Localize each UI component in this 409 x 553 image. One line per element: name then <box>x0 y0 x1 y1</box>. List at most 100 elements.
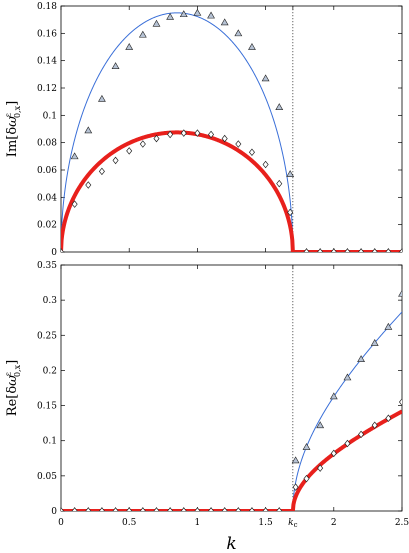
diamond-marker <box>262 507 269 511</box>
triangle-marker <box>98 94 106 102</box>
triangle-marker <box>84 126 93 134</box>
bottom-panel: 0 0.05 0.1 0.15 0.2 0.25 0.3 0.35 0 0.5 1 1.5 kc 2 2.5… <box>4 261 409 553</box>
diamond-marker <box>167 130 174 139</box>
y-axis-title: Re[δωε0,x] <box>4 360 22 416</box>
y-tick-label: 0.06 <box>37 166 57 176</box>
x-tick-label: 1.5 <box>258 518 273 528</box>
triangle-marker <box>370 339 379 346</box>
blue-series-line <box>61 12 402 252</box>
triangle-marker <box>398 289 402 297</box>
diamond-marker <box>303 248 310 252</box>
diamond-marker <box>330 449 337 458</box>
diamond-marker <box>248 507 255 511</box>
triangle-marker <box>357 355 365 363</box>
diamond-marker <box>398 248 402 252</box>
diamond-marker <box>262 160 269 169</box>
triangle-marker <box>329 392 338 400</box>
plot-frame <box>60 5 403 253</box>
red-series-line <box>61 130 402 252</box>
y-tick-label: 0.18 <box>37 2 57 12</box>
y-axis-title: Im[δωε0,x] <box>4 101 22 157</box>
triangle-marker <box>234 29 243 37</box>
x-tick-label: 1 <box>195 518 201 528</box>
triangle-marker <box>166 12 175 20</box>
x-tick-label: 2.5 <box>395 518 409 528</box>
diamond-marker <box>61 507 65 511</box>
diamond-marker <box>371 421 378 430</box>
diamond-marker <box>248 148 255 156</box>
diamond-marker <box>276 179 283 188</box>
y-tick-label: 0.14 <box>37 57 57 67</box>
triangle-marker <box>179 10 188 18</box>
y-tick-label: 0.08 <box>37 139 57 149</box>
diamond-marker <box>317 464 324 472</box>
diamond-marker <box>398 398 402 406</box>
triangle-marker <box>111 62 120 69</box>
diamond-marker <box>287 208 294 217</box>
diamond-marker <box>85 181 92 189</box>
diamond-marker <box>385 414 392 422</box>
y-tick-label: 0.1 <box>43 111 57 121</box>
diamond-marker <box>292 483 299 491</box>
triangle-marker <box>343 373 352 381</box>
x-tick-label: 0.5 <box>122 518 137 528</box>
red-series-line <box>61 409 402 511</box>
y-tick-label: 0.2 <box>43 366 57 376</box>
x-tick-label: 2 <box>331 518 337 528</box>
diamond-marker <box>317 248 324 252</box>
y-tick-label: 0.3 <box>43 296 58 306</box>
diamond-marker <box>235 140 242 148</box>
triangle-marker <box>275 103 284 110</box>
diamond-marker <box>126 147 133 155</box>
diamond-marker <box>221 134 228 143</box>
y-tick-label: 0.12 <box>37 84 57 94</box>
triangle-marker <box>384 322 393 330</box>
triangle-marker <box>70 152 79 160</box>
triangle-marker <box>286 170 295 177</box>
diamond-marker <box>167 507 174 511</box>
diamond-marker <box>385 248 392 252</box>
diamond-marker <box>180 507 187 511</box>
diamond-marker <box>85 507 92 511</box>
triangle-marker <box>193 8 202 16</box>
triangle-marker <box>152 19 161 27</box>
y-tick-label: 0 <box>51 248 57 258</box>
blue-series-line <box>61 311 402 511</box>
triangle-marker <box>291 456 300 464</box>
y-tick-label: 0.02 <box>37 221 57 231</box>
diamond-marker <box>358 430 365 439</box>
triangle-marker <box>261 74 270 82</box>
triangle-marker <box>316 421 325 429</box>
diamond-marker <box>98 167 105 176</box>
diamond-marker <box>112 507 119 511</box>
diamond-marker <box>153 507 160 511</box>
diamond-marker <box>194 129 201 137</box>
diamond-marker <box>194 507 201 511</box>
plot-frame <box>60 264 403 512</box>
diamond-marker <box>371 248 378 252</box>
series-group <box>61 8 402 252</box>
diamond-marker <box>139 140 146 148</box>
diamond-marker <box>276 507 283 511</box>
diamond-marker <box>71 200 78 208</box>
y-tick-label: 0.35 <box>37 261 57 271</box>
diamond-marker <box>208 507 215 511</box>
diamond-marker <box>303 474 310 483</box>
triangle-marker <box>207 11 215 19</box>
diamond-marker <box>126 507 133 511</box>
diamond-marker <box>71 507 78 511</box>
diamond-marker <box>358 248 365 252</box>
diamond-marker <box>139 507 146 511</box>
diamond-marker <box>180 129 187 137</box>
triangle-marker <box>302 443 311 450</box>
series-group <box>61 289 402 511</box>
triangle-marker <box>125 42 134 50</box>
y-tick-label: 0.1 <box>43 437 57 447</box>
triangle-marker <box>220 18 229 26</box>
diamond-marker <box>208 130 215 139</box>
y-tick-label: 0.04 <box>37 193 57 203</box>
y-tick-label: 0.25 <box>37 331 57 341</box>
diamond-marker <box>344 439 351 448</box>
triangle-marker <box>248 42 256 50</box>
